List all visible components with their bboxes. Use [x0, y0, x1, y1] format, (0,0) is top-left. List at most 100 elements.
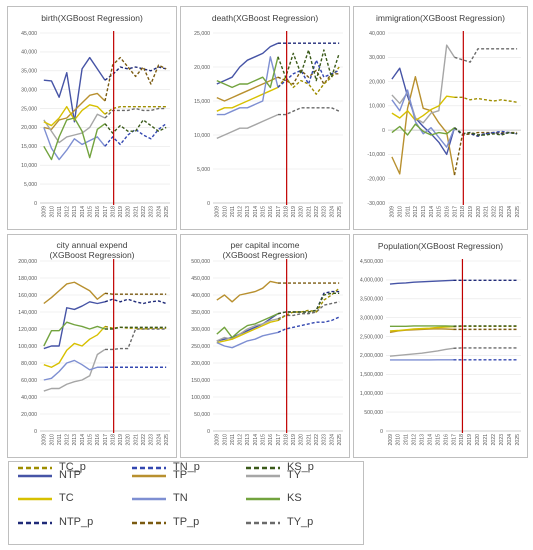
x-tick-label: 2016 — [268, 206, 274, 218]
x-tick-label: 2018 — [110, 434, 116, 446]
y-tick-label: 40,000 — [21, 50, 37, 56]
x-tick-label: 2019 — [468, 206, 474, 218]
series-line-TN — [391, 89, 456, 148]
series-line-NTP_p — [104, 298, 167, 305]
y-tick-label: 4,500,000 — [360, 259, 383, 265]
x-tick-label: 2009 — [390, 206, 396, 218]
y-tick-label: 500,000 — [191, 259, 210, 265]
series-line-TY — [389, 347, 454, 357]
x-tick-label: 2024 — [507, 434, 513, 446]
chart-title: Population(XGBoost Regression) — [377, 241, 504, 251]
y-tick-label: 35,000 — [21, 69, 37, 75]
series-line-KS — [391, 123, 455, 136]
y-tick-label: 2,000,000 — [360, 353, 383, 359]
chart-title: death(XGBoost Regression) — [211, 13, 319, 23]
x-tick-label: 2019 — [118, 434, 124, 446]
y-tick-label: 0 — [34, 201, 37, 207]
y-tick-label: 40,000 — [369, 31, 385, 37]
y-tick-label: 45,000 — [21, 31, 37, 37]
x-tick-label: 2022 — [141, 206, 147, 218]
x-tick-label: 2017 — [276, 434, 282, 446]
y-tick-label: 20,000 — [21, 125, 37, 131]
legend-item-tc-p: TC_p — [17, 461, 127, 474]
x-tick-label: 2024 — [156, 434, 162, 446]
series-line-TP_p — [104, 292, 167, 295]
x-tick-label: 2018 — [460, 206, 466, 218]
x-tick-label: 2011 — [57, 434, 63, 445]
legend-swatch — [132, 466, 166, 470]
legend-item-ntp: NTP — [17, 469, 127, 482]
y-tick-label: 450,000 — [191, 276, 210, 282]
series-line-TY — [43, 348, 106, 392]
legend-item-tn: TN — [131, 492, 241, 505]
y-tick-label: 10,000 — [194, 133, 210, 139]
legend-swatch — [18, 466, 52, 470]
y-tick-label: 400,000 — [191, 293, 210, 299]
x-tick-label: 2018 — [283, 206, 289, 218]
x-tick-label: 2015 — [437, 206, 443, 218]
x-tick-label: 2023 — [499, 206, 505, 218]
y-tick-label: 1,500,000 — [360, 372, 383, 378]
legend-swatch — [18, 497, 52, 501]
y-tick-label: 500,000 — [364, 410, 383, 416]
series-line-TP — [391, 76, 456, 176]
series-line-TY — [391, 44, 456, 124]
x-tick-label: 2020 — [126, 434, 132, 446]
series-line-TN_p — [277, 316, 340, 334]
legend-label: KS — [287, 492, 302, 504]
legend-swatch — [246, 466, 280, 470]
legend-swatch — [246, 474, 280, 478]
x-tick-label: 2025 — [337, 434, 343, 446]
legend-item-tp: TP — [131, 469, 241, 482]
legend-item-ty: TY — [245, 469, 355, 482]
series-line-TC — [391, 95, 455, 122]
series-line-TY — [216, 113, 279, 140]
y-tick-label: 3,000,000 — [360, 315, 383, 321]
legend-item-ks-p: KS_p — [245, 461, 355, 474]
series-line-TP — [216, 280, 279, 303]
x-tick-label: 2013 — [245, 206, 251, 218]
x-tick-label: 2010 — [222, 434, 228, 446]
y-tick-label: 200,000 — [191, 361, 210, 367]
x-tick-label: 2012 — [238, 206, 244, 218]
x-tick-label: 2021 — [306, 434, 312, 446]
series-line-TC_p — [104, 105, 167, 115]
chart-panel-city-expend: city annual expend (XGBoost Regression) … — [7, 234, 177, 458]
x-tick-label: 2015 — [88, 206, 94, 218]
x-tick-label: 2010 — [398, 206, 404, 218]
series-line-NTP — [389, 279, 454, 285]
legend-swatch — [132, 521, 166, 525]
chart-subtitle: (XGBoost Regression) — [222, 250, 308, 260]
y-tick-label: 100,000 — [18, 344, 37, 350]
y-tick-label: 5,000 — [197, 167, 210, 173]
y-tick-label: -10,000 — [367, 152, 385, 158]
series-line-TC — [216, 319, 279, 344]
series-line-TC_p — [277, 66, 340, 95]
series-line-TC — [43, 104, 106, 127]
y-tick-label: 50,000 — [194, 412, 210, 418]
series-line-KS_p — [454, 127, 518, 136]
series-line-TN — [216, 56, 279, 116]
y-tick-label: 350,000 — [191, 310, 210, 316]
y-tick-label: 160,000 — [18, 293, 37, 299]
x-tick-label: 2013 — [72, 206, 78, 218]
chart-svg: -30,000 -20,000 -10,000 0 10,000 20,000 30,000… — [367, 31, 521, 218]
series-line-KS_p — [105, 326, 167, 330]
chart-svg: 0 500,000 1,000,000 1,500,000 2,000,000 2,500… — [360, 259, 521, 446]
y-tick-label: 60,000 — [21, 378, 37, 384]
x-tick-label: 2016 — [95, 206, 101, 218]
x-tick-label: 2020 — [299, 206, 305, 218]
x-tick-label: 2014 — [429, 206, 435, 218]
legend-swatch — [132, 474, 166, 478]
y-tick-label: 120,000 — [18, 327, 37, 333]
legend-label: TP — [173, 469, 188, 481]
x-tick-label: 2011 — [230, 206, 236, 217]
y-tick-label: -20,000 — [367, 177, 385, 183]
legend-item-tn-p: TN_p — [131, 461, 241, 474]
x-tick-label: 2016 — [95, 434, 101, 446]
series-line-KS_p — [277, 292, 340, 315]
x-tick-label: 2025 — [515, 434, 521, 446]
y-tick-label: 15,000 — [21, 144, 37, 150]
series-line-NTP — [43, 301, 106, 350]
